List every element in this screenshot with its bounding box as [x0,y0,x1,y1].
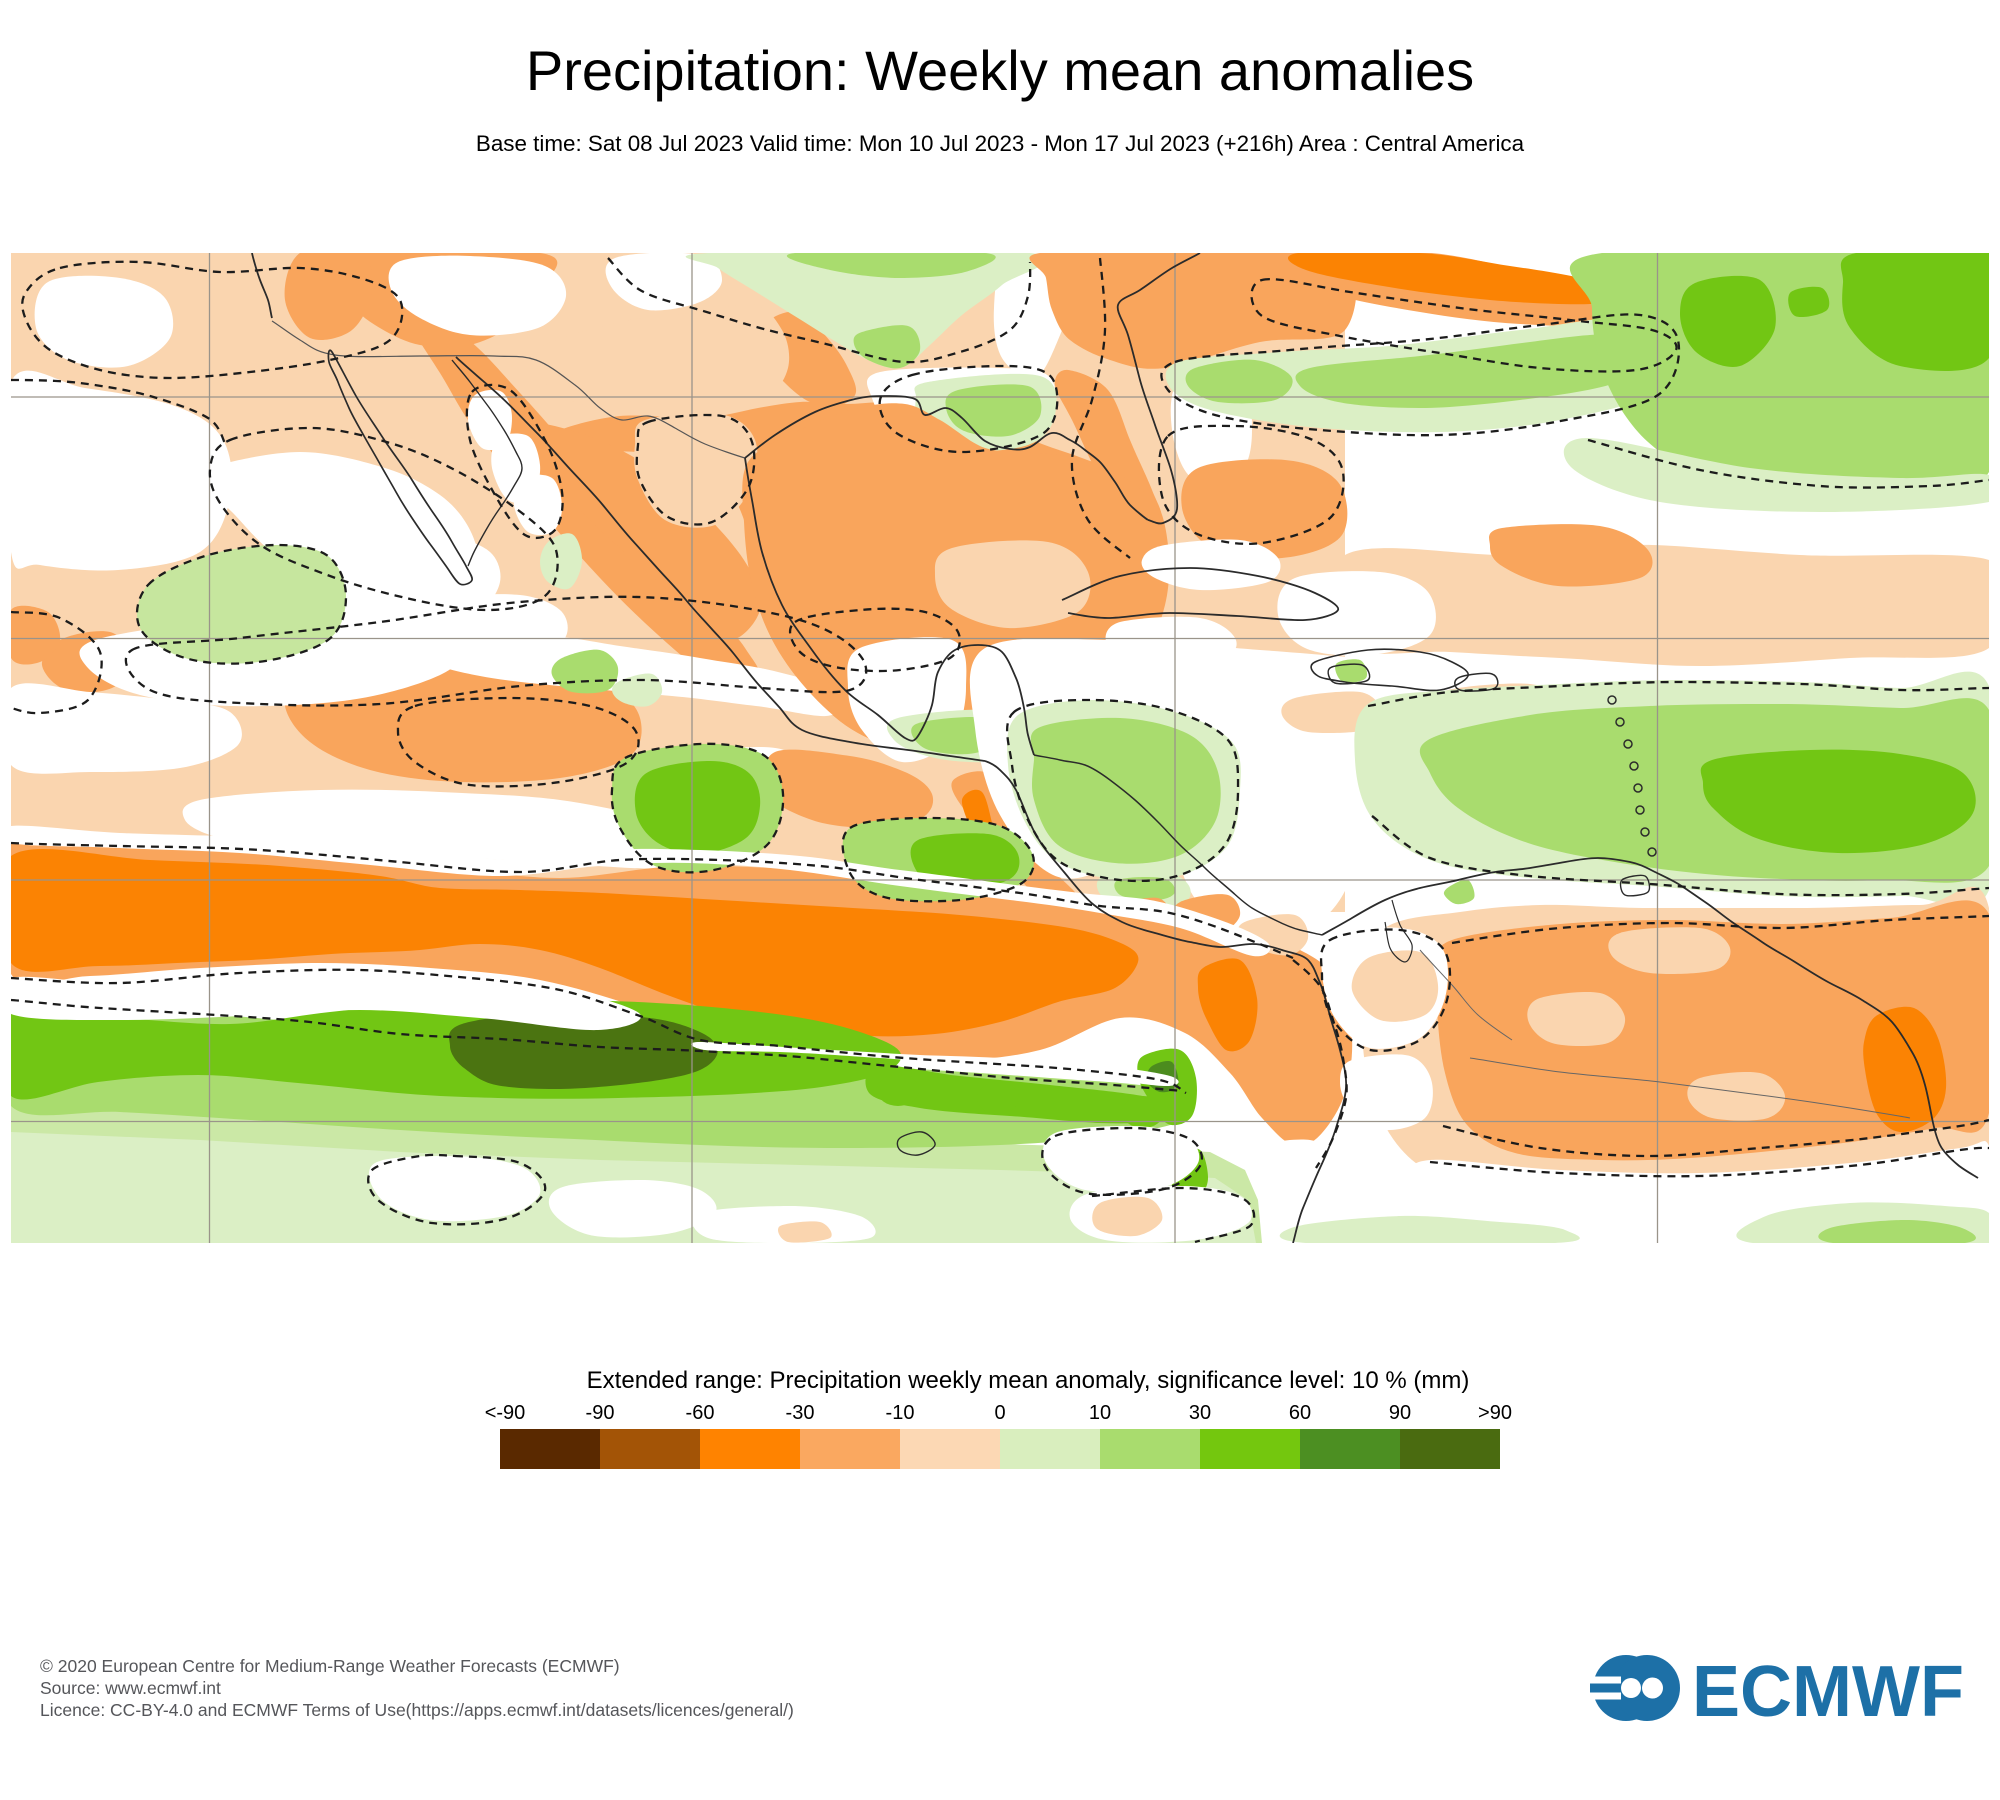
svg-text:ECMWF: ECMWF [1692,1652,1964,1730]
